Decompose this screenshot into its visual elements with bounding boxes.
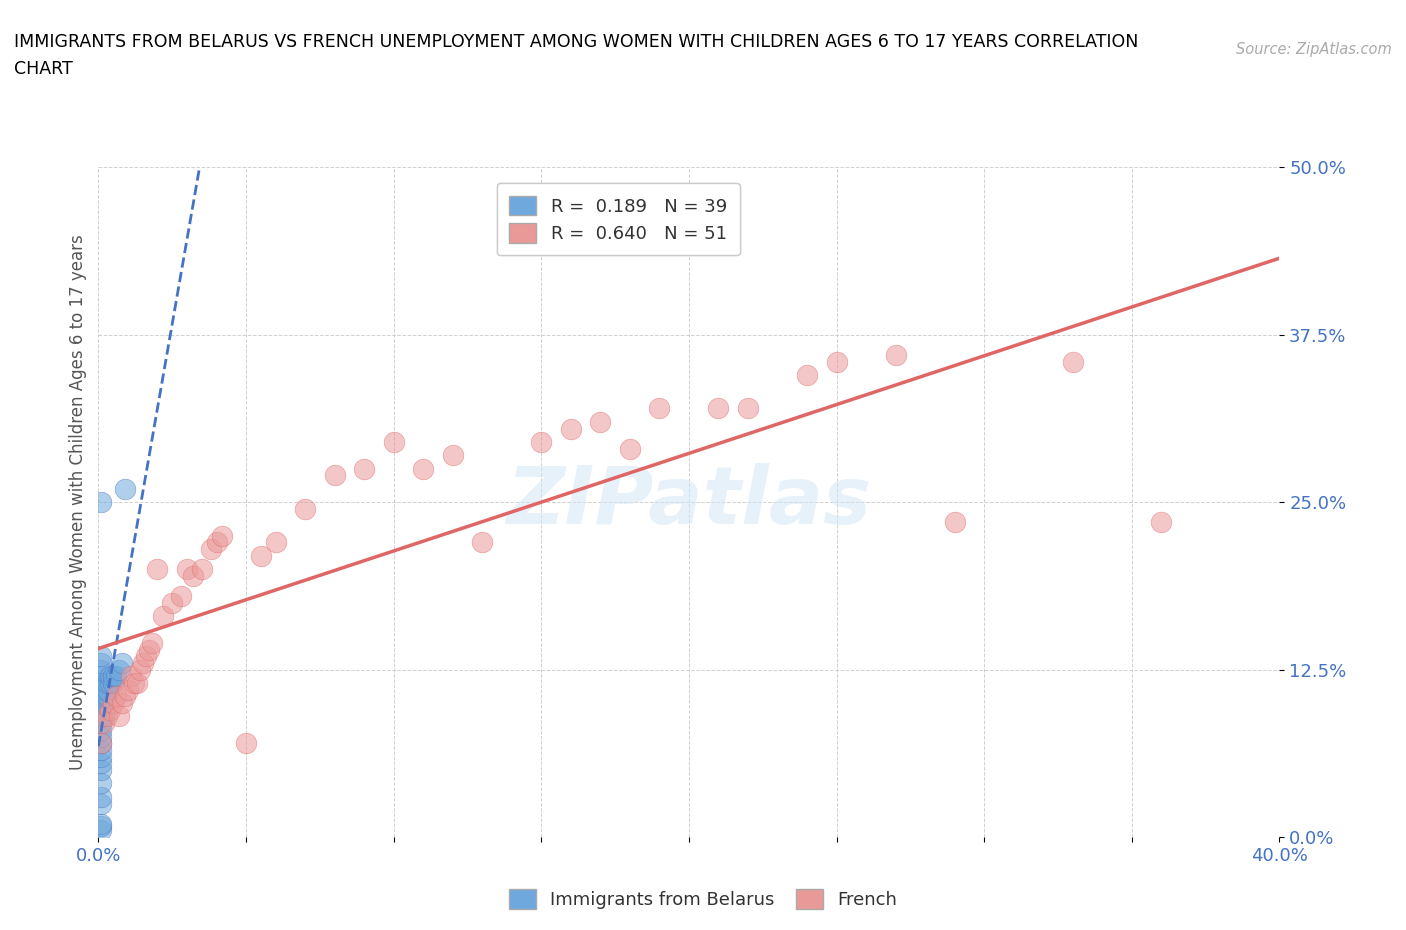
Point <box>90 750 112 764</box>
Point <box>162 595 183 610</box>
Point <box>117 683 139 698</box>
Point <box>90 683 112 698</box>
Point <box>96 689 118 704</box>
Point <box>103 696 125 711</box>
Point <box>135 649 157 664</box>
Point <box>737 401 759 416</box>
Point <box>90 696 112 711</box>
Point <box>90 776 112 790</box>
Text: ZIPatlas: ZIPatlas <box>506 463 872 541</box>
Point <box>90 656 112 671</box>
Point <box>90 723 112 737</box>
Point <box>90 736 112 751</box>
Point <box>90 823 112 838</box>
Legend: Immigrants from Belarus, French: Immigrants from Belarus, French <box>502 882 904 916</box>
Point <box>96 709 118 724</box>
Point <box>103 669 125 684</box>
Point <box>619 441 641 456</box>
Point <box>90 675 112 690</box>
Point <box>90 716 112 731</box>
Text: CHART: CHART <box>14 60 73 78</box>
Point <box>90 736 112 751</box>
Point <box>382 434 405 449</box>
Point <box>125 675 148 690</box>
Point <box>250 549 273 564</box>
Point <box>93 689 115 704</box>
Point <box>90 818 112 833</box>
Point <box>264 535 287 550</box>
Point <box>141 635 163 650</box>
Point <box>90 796 112 811</box>
Point <box>146 562 169 577</box>
Legend: R =  0.189   N = 39, R =  0.640   N = 51: R = 0.189 N = 39, R = 0.640 N = 51 <box>496 183 740 256</box>
Point <box>132 656 155 671</box>
Point <box>90 669 112 684</box>
Point <box>235 736 257 751</box>
Point <box>884 348 907 363</box>
Point <box>93 683 115 698</box>
Point <box>294 501 316 516</box>
Point <box>90 817 112 831</box>
Point <box>120 669 142 684</box>
Point <box>90 662 112 677</box>
Point <box>111 656 134 671</box>
Point <box>93 709 115 724</box>
Point <box>90 742 112 757</box>
Point <box>128 662 150 677</box>
Point <box>170 589 193 604</box>
Point <box>98 669 121 684</box>
Point <box>108 662 131 677</box>
Point <box>103 675 125 690</box>
Point <box>191 562 214 577</box>
Point <box>114 482 136 497</box>
Point <box>1150 515 1173 530</box>
Y-axis label: Unemployment Among Women with Children Ages 6 to 17 years: Unemployment Among Women with Children A… <box>69 234 87 770</box>
Point <box>589 415 612 430</box>
Point <box>98 675 121 690</box>
Point <box>98 702 121 717</box>
Point <box>943 515 966 530</box>
Point <box>205 535 228 550</box>
Point <box>114 689 136 704</box>
Point <box>96 683 118 698</box>
Point <box>152 608 174 623</box>
Text: IMMIGRANTS FROM BELARUS VS FRENCH UNEMPLOYMENT AMONG WOMEN WITH CHILDREN AGES 6 : IMMIGRANTS FROM BELARUS VS FRENCH UNEMPL… <box>14 33 1139 50</box>
Point <box>471 535 494 550</box>
Point <box>111 696 134 711</box>
Point <box>323 468 346 483</box>
Point <box>108 709 131 724</box>
Point <box>105 689 128 704</box>
Point <box>530 434 553 449</box>
Point <box>796 367 818 382</box>
Point <box>96 675 118 690</box>
Point <box>90 763 112 777</box>
Point <box>122 675 145 690</box>
Point <box>90 790 112 804</box>
Point <box>648 401 671 416</box>
Text: Source: ZipAtlas.com: Source: ZipAtlas.com <box>1236 42 1392 57</box>
Point <box>825 354 848 369</box>
Point <box>211 528 233 543</box>
Point <box>93 716 115 731</box>
Point <box>1062 354 1084 369</box>
Point <box>200 541 222 556</box>
Point <box>90 649 112 664</box>
Point <box>560 421 582 436</box>
Point <box>105 669 128 684</box>
Point <box>412 461 434 476</box>
Point <box>176 562 198 577</box>
Point <box>138 642 160 657</box>
Point <box>90 709 112 724</box>
Point <box>93 696 115 711</box>
Point <box>90 702 112 717</box>
Point <box>441 448 464 463</box>
Point <box>90 729 112 744</box>
Point <box>353 461 375 476</box>
Point <box>90 756 112 771</box>
Point <box>90 495 112 510</box>
Point <box>181 568 204 583</box>
Point <box>707 401 730 416</box>
